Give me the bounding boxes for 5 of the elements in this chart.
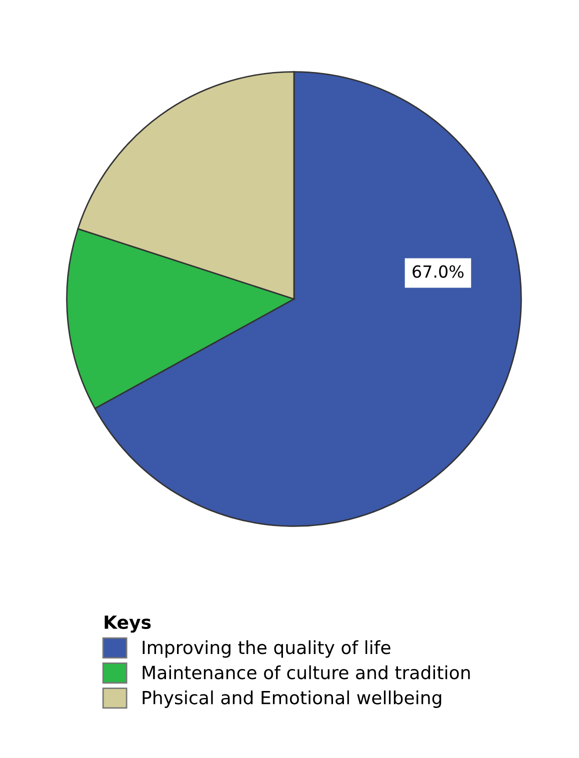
legend-label: Improving the quality of life	[142, 640, 390, 658]
legend-label: Physical and Emotional wellbeing	[142, 690, 442, 708]
legend-title: Keys	[104, 616, 151, 633]
legend-label: Maintenance of culture and tradition	[142, 665, 470, 680]
data-label: 67.0%	[412, 265, 464, 278]
